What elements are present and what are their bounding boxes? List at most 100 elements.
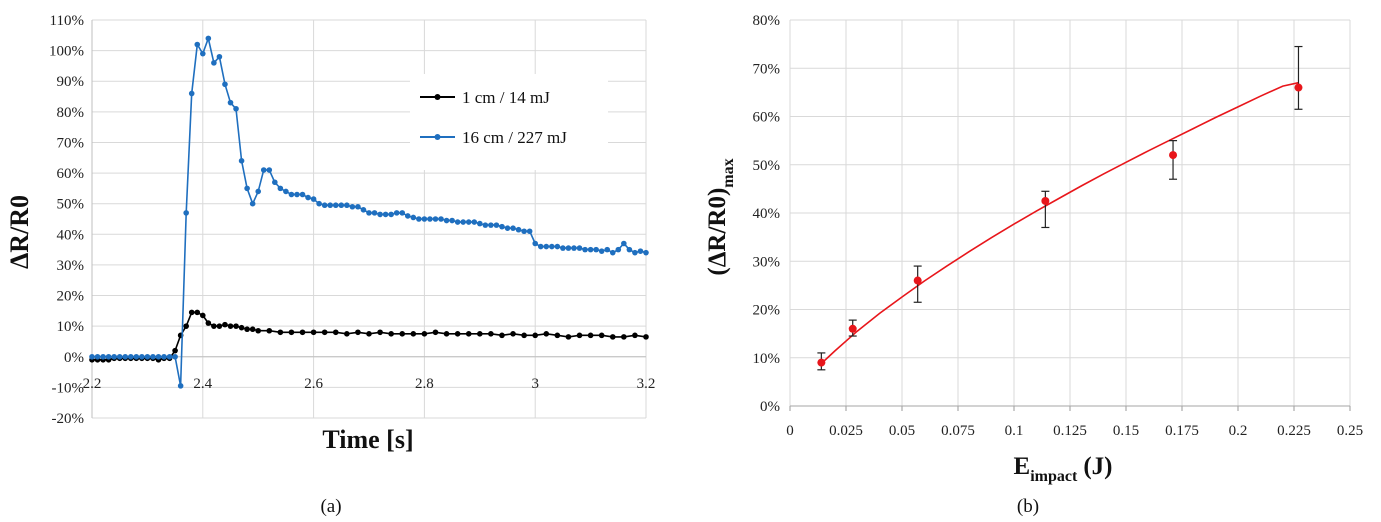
chart-a-series xyxy=(89,35,649,389)
series-point-1 xyxy=(144,353,151,360)
y-tick-label: 70% xyxy=(57,135,85,151)
y-tick-label: 100% xyxy=(49,44,84,60)
series-point-1 xyxy=(332,202,339,209)
series-point-1 xyxy=(122,353,129,360)
series-point-1 xyxy=(593,246,599,253)
series-point-1 xyxy=(427,216,433,222)
series-point-1 xyxy=(183,210,189,216)
series-point-1 xyxy=(598,248,605,254)
series-point-1 xyxy=(305,194,311,201)
series-point-1 xyxy=(565,245,572,251)
series-point-1 xyxy=(321,202,328,209)
y-tick-label: 10% xyxy=(753,351,781,367)
data-point xyxy=(1294,83,1303,92)
series-point-0 xyxy=(510,331,516,337)
series-point-0 xyxy=(377,329,383,336)
chart-a-y-tick-labels: -20% -10% 0% 10% 20% 30% 40% 50% 60% 70% 80% 90% 100… xyxy=(49,13,84,427)
x-tick-label: 0.15 xyxy=(1113,423,1139,439)
series-point-0 xyxy=(249,326,256,333)
data-point xyxy=(1169,151,1178,160)
series-point-1 xyxy=(127,353,134,360)
series-point-1 xyxy=(382,211,389,218)
y-tick-label: 80% xyxy=(57,105,85,121)
series-point-0 xyxy=(576,332,583,339)
chart-b-y-axis-title: (ΔR/R0)max xyxy=(704,158,737,275)
series-point-0 xyxy=(244,326,250,333)
series-point-1 xyxy=(238,158,245,164)
chart-b-grid xyxy=(789,19,1351,411)
series-point-0 xyxy=(277,329,284,336)
series-point-1 xyxy=(100,353,106,360)
series-point-1 xyxy=(277,185,284,192)
series-point-1 xyxy=(609,249,616,256)
data-point xyxy=(817,358,826,367)
series-point-1 xyxy=(299,191,306,198)
series-point-0 xyxy=(477,331,483,337)
series-point-1 xyxy=(155,353,162,360)
chart-b-x-axis-title-unit: (J) xyxy=(1083,453,1112,480)
series-point-1 xyxy=(471,219,478,225)
series-point-1 xyxy=(349,203,356,210)
series-point-1 xyxy=(443,217,450,224)
y-tick-label: -10% xyxy=(52,380,85,396)
chart-b: 0% 10% 20% 30% 40% 50% 60% 70% 80% 0 0.025 0.05 0.0… xyxy=(704,13,1363,517)
series-point-0 xyxy=(255,327,261,334)
series-point-1 xyxy=(116,353,123,360)
y-tick-label: 50% xyxy=(57,197,85,213)
y-tick-label: 0% xyxy=(64,350,84,366)
series-point-0 xyxy=(587,332,594,339)
series-point-1 xyxy=(249,200,256,207)
y-tick-label: 30% xyxy=(753,254,781,270)
y-tick-label: 20% xyxy=(753,303,781,319)
series-point-1 xyxy=(94,353,101,360)
fit-line xyxy=(820,81,1299,365)
series-point-0 xyxy=(432,329,439,336)
series-point-1 xyxy=(438,216,444,222)
series-point-1 xyxy=(499,223,505,230)
series-point-1 xyxy=(283,188,289,195)
y-tick-label: 40% xyxy=(753,206,781,222)
series-point-1 xyxy=(388,211,394,218)
series-point-1 xyxy=(360,207,367,213)
series-point-1 xyxy=(576,245,583,251)
series-point-1 xyxy=(161,353,167,360)
series-point-1 xyxy=(355,203,361,210)
caption-b: (b) xyxy=(1017,496,1039,517)
series-point-0 xyxy=(332,329,339,336)
series-point-0 xyxy=(172,347,178,354)
chart-b-fit-curve xyxy=(820,81,1299,365)
chart-b-x-axis-title: Eimpact (J) xyxy=(1014,453,1113,485)
series-point-0 xyxy=(609,334,616,340)
series-point-1 xyxy=(294,191,300,198)
series-point-1 xyxy=(310,196,317,202)
series-point-1 xyxy=(432,216,439,222)
series-point-1 xyxy=(366,210,372,216)
series-point-1 xyxy=(521,228,527,235)
x-tick-label: 0.05 xyxy=(889,423,915,439)
series-point-1 xyxy=(449,217,455,224)
series-point-1 xyxy=(177,383,184,389)
data-point xyxy=(913,276,922,285)
series-point-0 xyxy=(554,332,561,339)
legend-marker-16cm xyxy=(434,134,441,140)
series-point-0 xyxy=(598,332,605,339)
series-point-1 xyxy=(488,222,494,228)
series-point-1 xyxy=(526,228,533,235)
series-point-0 xyxy=(565,334,572,340)
series-point-0 xyxy=(310,329,317,336)
x-tick-label: 0.175 xyxy=(1165,423,1199,439)
x-tick-label: 2.6 xyxy=(304,376,323,392)
series-point-1 xyxy=(260,167,267,173)
x-tick-label: 0.125 xyxy=(1053,423,1087,439)
series-point-0 xyxy=(266,327,273,334)
series-point-1 xyxy=(166,353,173,360)
series-point-0 xyxy=(621,334,627,340)
series-point-0 xyxy=(200,312,206,319)
series-point-1 xyxy=(504,225,511,231)
x-tick-label: 3 xyxy=(531,376,539,392)
x-tick-label: 0.25 xyxy=(1337,423,1363,439)
series-point-1 xyxy=(288,191,295,198)
legend-background xyxy=(410,74,608,170)
y-tick-label: 20% xyxy=(57,289,85,305)
series-point-0 xyxy=(194,309,201,316)
